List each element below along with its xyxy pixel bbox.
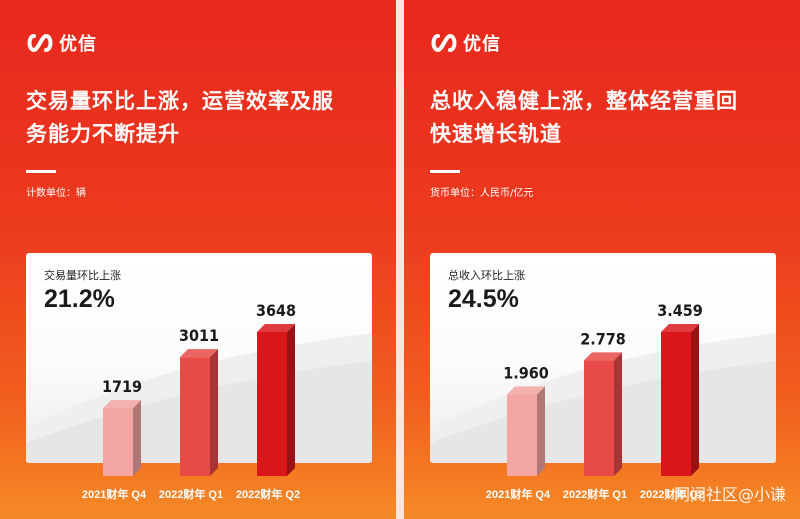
unit-label: 计数单位：辆 <box>26 188 86 199</box>
bar-side <box>287 324 295 476</box>
brand-name: 优信 <box>59 34 97 55</box>
bar-value-label: 3.459 <box>657 301 703 320</box>
headline-line-1: 总收入稳健上涨，整体经营重回 <box>430 88 738 113</box>
panel-total-revenue: 优信 总收入稳健上涨，整体经营重回 快速增长轨道 货币单位：人民币/亿元 总收入… <box>404 0 800 519</box>
bar <box>661 332 691 476</box>
headline-line-1: 交易量环比上涨，运营效率及服 <box>26 88 334 113</box>
panel-separator <box>396 0 404 519</box>
headline: 交易量环比上涨，运营效率及服 务能力不断提升 <box>26 84 386 150</box>
card-title: 总收入环比上涨 <box>448 269 525 282</box>
x-tick-label: 2022财年 Q1 <box>159 487 223 501</box>
bar <box>584 360 614 476</box>
brand-name: 优信 <box>463 34 501 55</box>
bar-chart: 1719 2021财年 Q4 3011 2022财年 Q1 3648 2022财年 Q2 <box>82 301 300 501</box>
x-tick-label: 2021财年 Q4 <box>486 487 551 501</box>
card-percentage: 21.2% <box>44 285 115 313</box>
infinity-logo-icon <box>431 33 457 53</box>
bar-side <box>210 349 218 476</box>
brand-logo: 优信 <box>26 30 97 56</box>
divider <box>430 170 460 173</box>
bar <box>180 357 210 476</box>
panel-transaction-volume: 优信 交易量环比上涨，运营效率及服 务能力不断提升 计数单位：辆 交易量环比上涨… <box>0 0 396 519</box>
bar-side <box>614 352 622 476</box>
bar-value-label: 3648 <box>256 301 296 320</box>
bar <box>103 408 133 476</box>
brand-logo: 优信 <box>430 30 501 56</box>
x-tick-label: 2022财年 Q2 <box>640 487 704 501</box>
bar-top <box>180 349 218 358</box>
bar <box>257 332 287 476</box>
bar-top <box>584 352 622 361</box>
bar-value-label: 2.778 <box>580 329 626 348</box>
infinity-logo-icon <box>27 33 53 53</box>
bar-value-label: 1719 <box>102 377 142 396</box>
unit-label: 货币单位：人民币/亿元 <box>430 188 534 199</box>
bar-side <box>537 386 545 476</box>
headline-line-2: 快速增长轨道 <box>430 121 562 146</box>
watermark: 网闻社区@小谦 <box>673 485 786 504</box>
bar-top <box>661 324 699 332</box>
bar-value-label: 1.960 <box>503 363 549 382</box>
bar-chart: 1.960 2021财年 Q4 2.778 2022财年 Q1 3.459 2022财年 … <box>486 301 704 501</box>
x-tick-label: 2022财年 Q2 <box>236 487 300 501</box>
x-tick-label: 2021财年 Q4 <box>82 487 147 501</box>
bar <box>507 394 537 476</box>
bar-top <box>507 386 545 395</box>
bar-top <box>257 324 295 332</box>
card-percentage: 24.5% <box>448 285 519 313</box>
headline-line-2: 务能力不断提升 <box>26 121 180 146</box>
bar-value-label: 3011 <box>179 326 219 345</box>
bar-side <box>133 400 141 476</box>
divider <box>26 170 56 173</box>
x-tick-label: 2022财年 Q1 <box>563 487 627 501</box>
card-title: 交易量环比上涨 <box>44 269 121 282</box>
bar-side <box>691 324 699 476</box>
bar-top <box>103 400 141 409</box>
headline: 总收入稳健上涨，整体经营重回 快速增长轨道 <box>430 84 790 150</box>
